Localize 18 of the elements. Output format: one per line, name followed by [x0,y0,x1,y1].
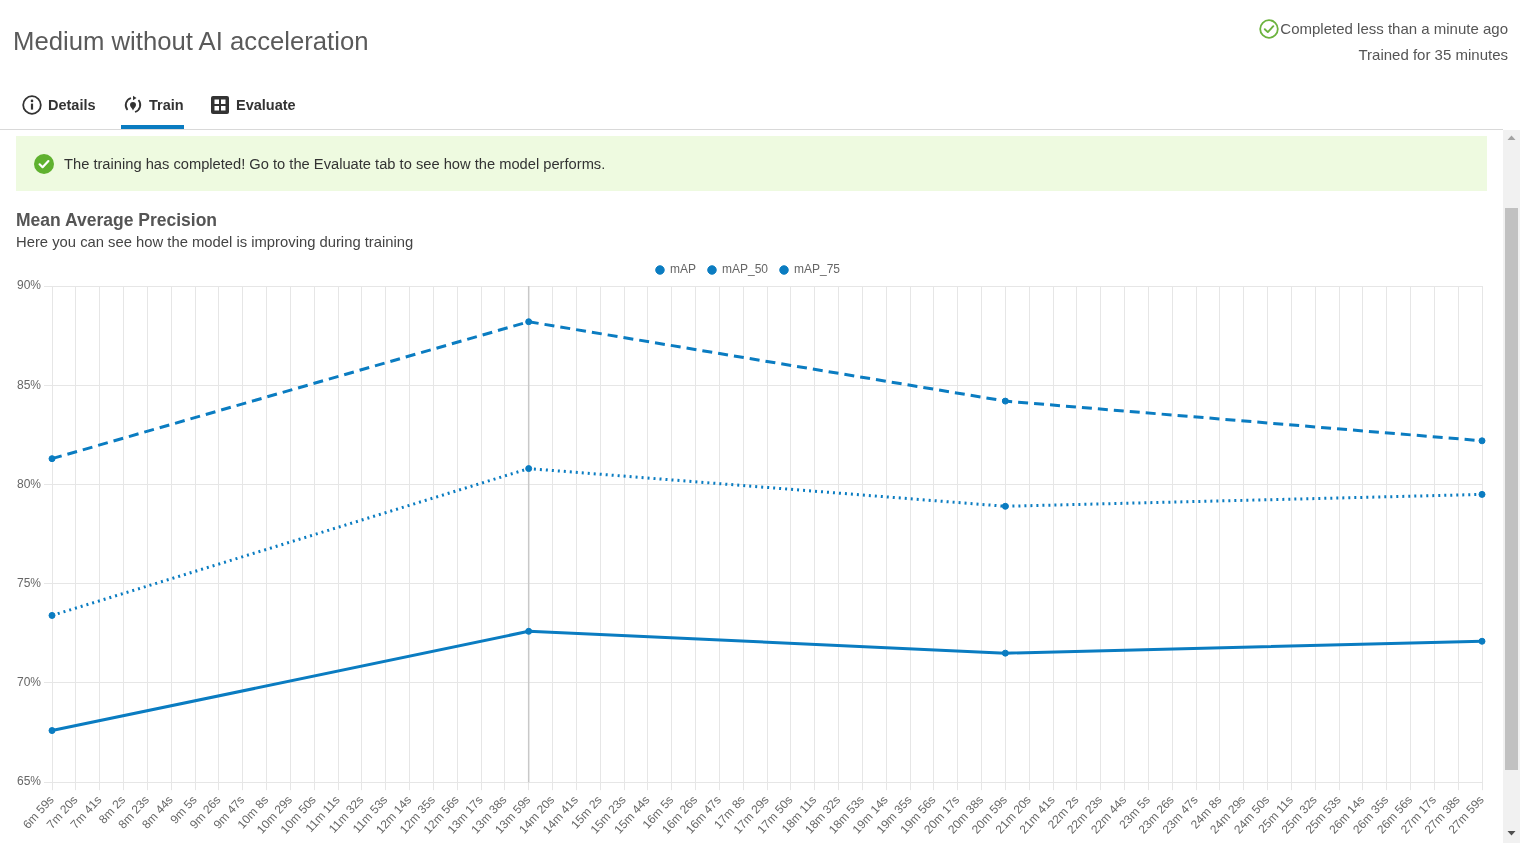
y-tick-label: 70% [16,675,42,690]
text: Medium without AI acceleration [13,26,369,56]
y-tick-label: 90% [16,278,42,293]
y-tick-label: 75% [16,576,42,591]
y-tick-label: 80% [16,476,42,491]
legend-label: mAP_50 [721,262,769,277]
text: Details [48,96,96,115]
alert-banner: The training has completed! Go to the Evaluate tab to see how the model performs. [16,136,1487,191]
text: Trained for 35 minutes [1358,45,1508,65]
legend-label: mAP_75 [794,262,841,277]
text: Completed less than a minute ago [1280,19,1508,39]
chart-title: Mean Average Precision [16,209,218,231]
y-tick-label: 85% [16,377,42,392]
y-tick-label: 65% [16,774,42,789]
text: Evaluate [236,96,296,115]
legend-label: mAP [669,262,696,277]
text: Train [149,96,184,115]
chart-subtitle: Here you can see how the model is improving during training [16,233,414,252]
